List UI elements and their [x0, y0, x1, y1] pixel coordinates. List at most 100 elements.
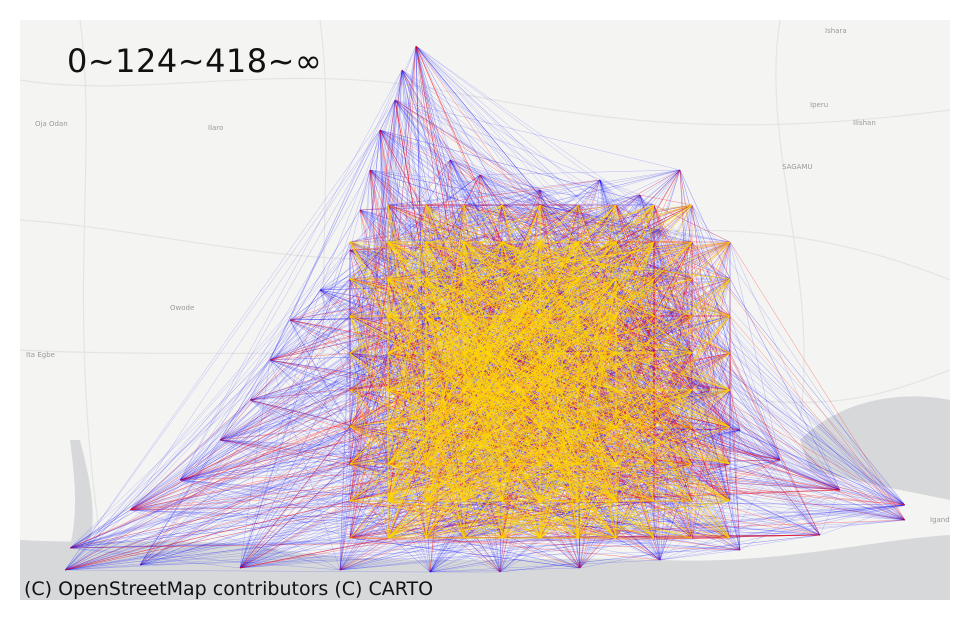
- flow-line: [539, 204, 655, 465]
- flow-line: [369, 169, 389, 465]
- flow-line: [539, 194, 641, 280]
- flow-line: [729, 278, 841, 491]
- flow-line: [64, 463, 693, 571]
- flow-line: [653, 389, 661, 561]
- flow-line: [729, 519, 906, 539]
- flow-line: [425, 500, 741, 551]
- map-canvas[interactable]: Ishara Iperu Ilishan SAGAMU Oja Odan Ila…: [20, 20, 950, 600]
- flow-line: [691, 241, 906, 521]
- flow-line: [129, 439, 221, 511]
- place-label: Owode: [170, 304, 194, 312]
- flow-line: [69, 547, 241, 569]
- flow-line: [339, 500, 617, 571]
- flow-line: [387, 45, 417, 280]
- flow-line: [615, 241, 841, 491]
- flow-line: [249, 289, 321, 401]
- flow-line: [129, 278, 351, 511]
- flow-line: [349, 99, 396, 465]
- flow-line: [349, 45, 417, 539]
- flow-line: [179, 479, 581, 569]
- flow-class-legend: 0~124~418~∞: [67, 42, 323, 80]
- flow-line: [139, 439, 221, 566]
- flow-line: [691, 389, 741, 431]
- flow-line: [415, 45, 503, 317]
- flow-line: [319, 289, 351, 391]
- flow-line: [691, 204, 841, 491]
- flow-line: [249, 241, 389, 401]
- flow-line: [615, 315, 781, 461]
- flow-line: [369, 169, 579, 280]
- flow-line: [463, 179, 601, 206]
- flow-line: [179, 319, 291, 481]
- map-panel[interactable]: Ishara Iperu Ilishan SAGAMU Oja Odan Ila…: [20, 20, 950, 600]
- flow-line: [64, 352, 351, 571]
- flow-line: [129, 509, 341, 571]
- flow-line: [615, 169, 681, 317]
- flow-line: [729, 426, 906, 506]
- flow-line: [369, 169, 427, 243]
- flow-line: [69, 426, 351, 549]
- flow-line: [463, 352, 617, 539]
- flow-line: [69, 204, 465, 549]
- flow-line: [463, 315, 617, 354]
- flow-line: [429, 559, 661, 573]
- flow-line: [179, 479, 581, 569]
- flow-line: [69, 204, 427, 549]
- flow-line: [339, 278, 351, 571]
- flow-line: [679, 169, 731, 280]
- flow-line: [425, 174, 481, 206]
- flow-line: [387, 69, 403, 317]
- flow-line: [463, 241, 693, 502]
- flow-line: [269, 359, 351, 428]
- flow-line: [339, 537, 541, 571]
- flow-line: [449, 159, 465, 317]
- flow-line: [653, 463, 906, 506]
- flow-line: [615, 278, 731, 317]
- flow-line: [394, 99, 481, 176]
- flow-line: [577, 204, 906, 521]
- flow-line: [349, 315, 431, 573]
- flow-line: [129, 509, 821, 536]
- flow-line: [577, 463, 581, 569]
- flow-line: [691, 463, 821, 536]
- flow-line: [129, 389, 427, 511]
- flow-line: [499, 534, 821, 573]
- flow-line: [425, 389, 503, 502]
- flow-line: [219, 204, 465, 441]
- flow-line: [387, 426, 427, 539]
- flow-line: [429, 537, 617, 573]
- flow-line: [339, 537, 503, 571]
- flow-line: [359, 209, 465, 317]
- flow-line: [387, 45, 417, 280]
- flow-line: [239, 159, 451, 569]
- flow-line: [379, 129, 655, 206]
- flow-line: [239, 359, 271, 569]
- flow-line: [129, 500, 389, 511]
- flow-line: [139, 549, 741, 566]
- flow-line: [653, 241, 781, 461]
- flow-line: [615, 204, 655, 317]
- flow-line: [729, 241, 841, 491]
- flow-line: [394, 99, 666, 271]
- flow-line: [729, 241, 906, 521]
- flow-line: [679, 169, 731, 354]
- flow-line: [779, 459, 906, 506]
- flow-line: [289, 204, 693, 321]
- flow-line: [349, 204, 389, 251]
- flow-line: [429, 500, 693, 573]
- flow-line: [691, 534, 821, 539]
- flow-line: [219, 315, 389, 441]
- flow-line: [379, 129, 655, 243]
- flow-line: [394, 99, 641, 196]
- flow-line: [691, 352, 781, 461]
- flow-line: [674, 309, 821, 536]
- flow-line: [501, 389, 693, 465]
- flow-line: [425, 519, 906, 539]
- flow-line: [639, 194, 841, 491]
- flow-line: [64, 389, 711, 571]
- flow-line: [615, 204, 661, 231]
- lagoon-water: [20, 535, 950, 600]
- flow-line: [69, 426, 503, 549]
- flow-line: [653, 241, 741, 431]
- flow-line: [179, 352, 389, 481]
